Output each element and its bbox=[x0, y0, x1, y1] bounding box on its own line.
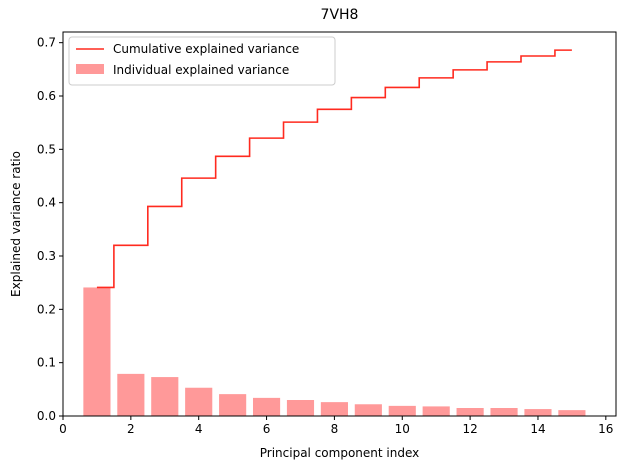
y-ticks: 0.0 0.1 0.2 0.3 0.4 0.5 0.6 0.7 bbox=[37, 36, 63, 423]
legend-label-cumulative: Cumulative explained variance bbox=[113, 42, 299, 56]
axes-group bbox=[62, 31, 617, 417]
bar-13 bbox=[490, 408, 518, 416]
y-tick-label-0.5: 0.5 bbox=[37, 142, 56, 156]
x-tick-label-16: 16 bbox=[598, 422, 613, 436]
bar-12 bbox=[456, 408, 484, 416]
cumulative-step-line bbox=[96, 49, 572, 289]
bar-14 bbox=[524, 409, 552, 416]
bar-8 bbox=[320, 402, 348, 416]
legend: Cumulative explained variance Individual… bbox=[68, 36, 336, 86]
chart-title: 7VH8 bbox=[321, 7, 359, 23]
cumulative-line-group bbox=[96, 49, 572, 289]
legend-box bbox=[68, 36, 336, 86]
x-tick-label-10: 10 bbox=[395, 422, 410, 436]
x-tick-label-0: 0 bbox=[59, 422, 67, 436]
bar-10 bbox=[388, 405, 416, 416]
x-tick-label-14: 14 bbox=[530, 422, 545, 436]
bar-4 bbox=[185, 387, 213, 416]
bar-3 bbox=[151, 377, 179, 416]
y-tick-label-0.2: 0.2 bbox=[37, 302, 56, 316]
bar-5 bbox=[219, 394, 247, 416]
y-tick-label-0.3: 0.3 bbox=[37, 249, 56, 263]
x-axis-label: Principal component index bbox=[260, 446, 419, 460]
bar-2 bbox=[117, 373, 145, 416]
y-axis-label: Explained variance ratio bbox=[9, 151, 23, 297]
bars-group bbox=[83, 287, 586, 416]
x-tick-label-6: 6 bbox=[263, 422, 271, 436]
y-tick-label-0.7: 0.7 bbox=[37, 36, 56, 50]
x-tick-label-12: 12 bbox=[462, 422, 477, 436]
x-ticks: 0 2 4 6 8 10 12 14 16 bbox=[59, 416, 613, 436]
y-tick-label-0.6: 0.6 bbox=[37, 89, 56, 103]
legend-bar-swatch bbox=[76, 64, 104, 74]
bar-15 bbox=[558, 410, 586, 416]
y-tick-label-0.4: 0.4 bbox=[37, 196, 56, 210]
bar-6 bbox=[252, 397, 281, 416]
bar-9 bbox=[354, 404, 382, 416]
bar-7 bbox=[286, 400, 315, 416]
y-tick-label-0.1: 0.1 bbox=[37, 356, 56, 370]
x-tick-label-4: 4 bbox=[195, 422, 203, 436]
legend-label-individual: Individual explained variance bbox=[113, 63, 289, 77]
y-tick-label-0: 0.0 bbox=[37, 409, 56, 423]
plot-frame bbox=[62, 31, 617, 417]
bar-1 bbox=[83, 287, 111, 416]
x-tick-label-8: 8 bbox=[331, 422, 339, 436]
x-tick-label-2: 2 bbox=[127, 422, 135, 436]
bar-11 bbox=[422, 406, 450, 416]
